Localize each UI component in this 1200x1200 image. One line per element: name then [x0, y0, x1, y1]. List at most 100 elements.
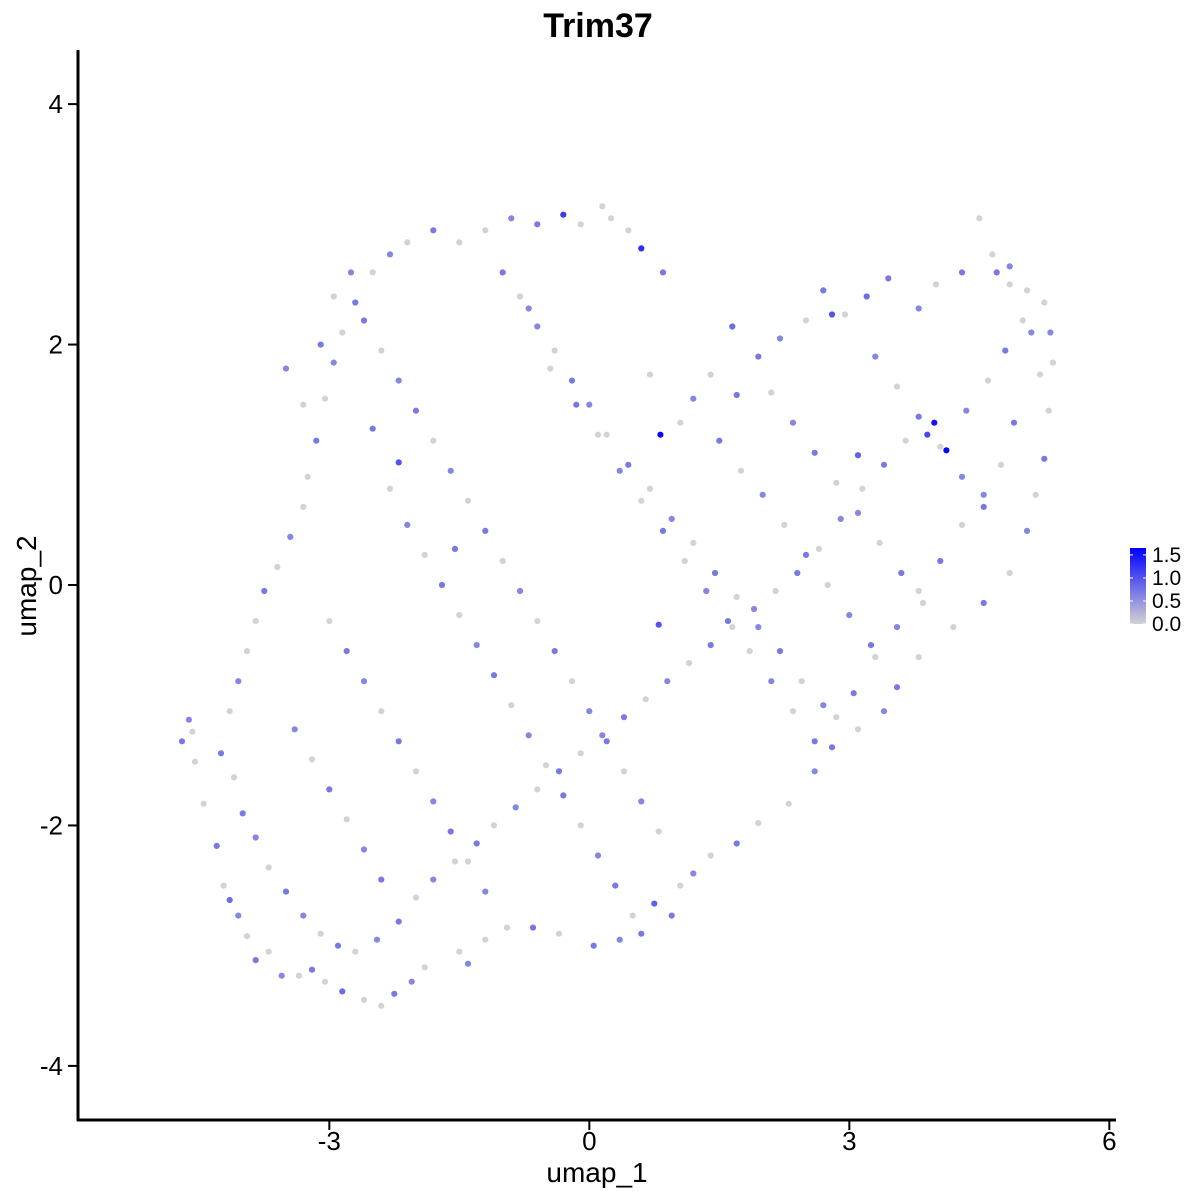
data-point	[854, 509, 862, 516]
data-point	[378, 347, 385, 354]
data-point	[185, 716, 192, 723]
data-point	[733, 391, 740, 399]
data-point	[386, 485, 394, 492]
data-point	[915, 305, 922, 312]
data-point	[330, 293, 337, 300]
data-point	[555, 930, 563, 937]
data-point	[828, 744, 836, 751]
x-tick-label: 3	[842, 1126, 856, 1156]
data-point	[456, 239, 463, 246]
data-point	[352, 948, 359, 955]
data-point	[646, 371, 654, 378]
data-point	[430, 798, 437, 805]
data-point	[820, 287, 827, 294]
color-legend: 0.00.51.01.5	[1130, 544, 1181, 636]
data-point	[213, 842, 220, 850]
data-point	[451, 858, 459, 865]
colorbar-tick-label: 0.0	[1152, 613, 1181, 636]
data-point	[854, 452, 862, 459]
colorbar	[1130, 548, 1146, 624]
data-point	[772, 587, 779, 595]
colorbar-ticks: 0.00.51.01.5	[1130, 544, 1181, 636]
data-point	[1028, 329, 1035, 336]
data-point	[304, 473, 311, 480]
data-point	[997, 461, 1005, 468]
data-point	[226, 896, 233, 904]
data-point	[737, 467, 745, 474]
x-tick-label: 0	[582, 1126, 596, 1156]
data-point	[217, 750, 225, 757]
data-point	[707, 642, 714, 649]
data-point	[846, 612, 853, 619]
data-point	[568, 678, 576, 685]
data-point	[863, 293, 870, 300]
data-point	[958, 521, 966, 529]
data-point	[794, 569, 801, 577]
data-point	[789, 708, 797, 715]
data-point	[880, 708, 888, 715]
data-point	[200, 800, 207, 807]
data-point	[1023, 527, 1031, 535]
data-point	[958, 473, 966, 480]
data-point	[768, 678, 775, 685]
data-point	[577, 750, 584, 757]
y-axis-title: umap_2	[11, 535, 42, 636]
data-point	[612, 882, 619, 889]
data-point	[235, 678, 242, 685]
data-point	[360, 996, 368, 1003]
data-point	[854, 726, 862, 733]
data-point	[599, 732, 606, 739]
data-point	[378, 1002, 385, 1009]
colorbar-tick-label: 1.0	[1152, 567, 1181, 590]
data-point	[802, 317, 810, 324]
data-point	[638, 245, 645, 252]
data-point	[464, 960, 472, 967]
data-point	[811, 738, 818, 745]
data-point	[369, 269, 376, 276]
data-point	[932, 281, 940, 288]
data-point	[252, 834, 259, 841]
data-point	[950, 624, 957, 631]
data-point	[1041, 455, 1048, 462]
data-point	[924, 431, 931, 438]
data-point	[655, 621, 662, 628]
data-point	[603, 738, 610, 745]
data-point	[690, 395, 697, 402]
data-point	[499, 269, 506, 276]
data-point	[551, 347, 558, 354]
data-point	[880, 461, 888, 468]
points-layer	[178, 203, 1057, 1009]
colorbar-tick-label: 1.5	[1152, 544, 1181, 567]
data-point	[872, 353, 879, 360]
y-tick-label: -2	[40, 810, 63, 840]
data-point	[395, 738, 402, 745]
data-point	[824, 581, 831, 589]
data-point	[1045, 407, 1052, 414]
data-point	[733, 593, 740, 601]
x-axis-title: umap_1	[546, 1157, 647, 1188]
data-point	[360, 678, 368, 685]
data-point	[677, 419, 684, 426]
data-point	[252, 957, 259, 964]
x-tick-label: 6	[1102, 1126, 1116, 1156]
data-point	[534, 618, 541, 625]
data-point	[1019, 317, 1026, 324]
data-point	[473, 642, 480, 649]
data-point	[616, 936, 623, 943]
data-point	[1002, 347, 1009, 354]
data-point	[525, 305, 532, 312]
data-point	[360, 317, 368, 324]
data-point	[989, 251, 996, 258]
data-point	[352, 299, 359, 306]
data-point	[755, 819, 762, 827]
data-point	[395, 918, 402, 925]
data-point	[893, 624, 901, 631]
data-point	[867, 642, 875, 649]
data-point	[430, 227, 437, 234]
data-point	[490, 672, 498, 679]
data-point	[560, 792, 567, 799]
data-point	[235, 912, 242, 919]
data-point	[1047, 329, 1054, 336]
data-point	[841, 311, 849, 318]
